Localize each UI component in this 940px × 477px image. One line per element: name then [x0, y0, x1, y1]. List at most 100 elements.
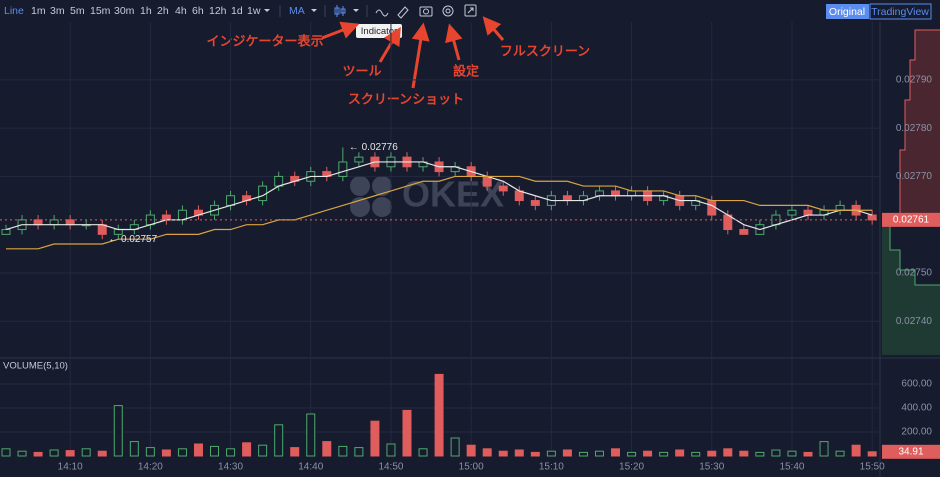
volume-bar: [530, 451, 540, 457]
volume-bar: [611, 448, 621, 457]
volume-bar: [49, 449, 59, 457]
volume-bar: [418, 448, 428, 457]
volume-bar: [482, 448, 492, 457]
annotation: 設定: [453, 63, 479, 78]
dropdown-arrow[interactable]: [353, 9, 359, 12]
view-original[interactable]: [826, 4, 869, 19]
ma-line: [6, 175, 873, 250]
volume-bar: [835, 450, 845, 457]
candle-body: [739, 229, 749, 235]
interval-button[interactable]: 1d: [231, 5, 243, 17]
volume-bar: [498, 450, 508, 457]
candle-body: [161, 214, 171, 221]
candle-body: [867, 214, 877, 221]
dropdown-arrow[interactable]: [311, 9, 317, 12]
volume-bar: [226, 448, 236, 457]
candle-body: [498, 185, 508, 192]
y-tick-label: 0.02750: [896, 268, 933, 279]
volume-bar: [450, 437, 460, 457]
interval-button[interactable]: 1h: [140, 5, 152, 17]
volume-bar: [755, 451, 765, 457]
candle-body: [338, 161, 348, 177]
candle-body: [258, 185, 268, 202]
arrow: [445, 23, 463, 61]
volume-bar: [145, 447, 155, 457]
tool-icon[interactable]: [397, 6, 409, 19]
volume-bar: [81, 448, 91, 457]
arrow: [411, 22, 430, 89]
candle-body: [707, 200, 717, 216]
last-price-label: 0.02761: [893, 215, 930, 226]
volume-bar: [17, 450, 27, 457]
interval-button[interactable]: 1w: [247, 5, 261, 17]
candle-body: [530, 200, 540, 206]
interval-button[interactable]: 15m: [90, 5, 111, 17]
volume-bar: [723, 448, 733, 457]
x-tick-label: 14:40: [298, 462, 323, 473]
interval-button[interactable]: Line: [4, 5, 24, 17]
screenshot-icon[interactable]: [419, 6, 433, 17]
dropdown-arrow[interactable]: [264, 9, 270, 12]
indicator-icon[interactable]: [375, 9, 389, 17]
volume-bar: [867, 451, 877, 457]
volume-bar: [65, 450, 75, 457]
bid-depth: [882, 226, 940, 355]
volume-bar: [210, 445, 220, 457]
arrow: [321, 21, 360, 40]
volume-bar: [787, 450, 797, 457]
x-tick-label: 14:30: [218, 462, 243, 473]
interval-button[interactable]: 3m: [50, 5, 65, 17]
view-label[interactable]: Original: [829, 6, 865, 18]
x-tick-label: 14:10: [58, 462, 83, 473]
interval-button[interactable]: 4h: [175, 5, 187, 17]
interval-button[interactable]: 1m: [31, 5, 46, 17]
volume-bar: [803, 451, 813, 457]
volume-bar: [578, 451, 588, 457]
volume-title: VOLUME(5,10): [3, 361, 68, 372]
ask-depth-line: [882, 29, 940, 223]
volume-bar: [386, 443, 396, 457]
volume-bar: [691, 451, 701, 457]
candle-body: [65, 219, 75, 226]
fullscreen-icon[interactable]: [464, 4, 477, 17]
volume-bar: [242, 442, 252, 457]
y-tick-label: 0.02780: [896, 123, 933, 134]
volume-bar: [338, 445, 348, 457]
volume-bar: [97, 450, 107, 457]
interval-button[interactable]: 12h: [209, 5, 227, 17]
interval-button[interactable]: 5m: [70, 5, 85, 17]
candle-type-icon[interactable]: [334, 5, 346, 17]
logo-dot: [372, 176, 392, 196]
x-tick-label: 14:50: [378, 462, 403, 473]
interval-button[interactable]: 2h: [157, 5, 169, 17]
annotation-arrows: [321, 16, 505, 89]
volume-bar: [851, 444, 861, 457]
view-label[interactable]: TradingView: [871, 6, 929, 18]
volume-bar: [258, 444, 268, 457]
volume-bar: [33, 451, 43, 457]
logo-dot: [350, 176, 370, 196]
volume-bar: [177, 448, 187, 457]
last-volume-box: [882, 444, 940, 459]
x-tick-label: 14:20: [138, 462, 163, 473]
settings-icon[interactable]: [442, 5, 454, 17]
volume-bar: [707, 450, 717, 457]
arrow: [378, 26, 401, 63]
volume-bar: [354, 447, 364, 457]
low-label: ← 0.02757: [108, 234, 157, 245]
candle-body: [803, 209, 813, 216]
candle-body: [594, 190, 604, 197]
x-tick-label: 15:40: [779, 462, 804, 473]
candle-body: [354, 156, 364, 163]
view-tradingview[interactable]: [869, 3, 932, 20]
volume-bar: [370, 420, 380, 457]
candle-body: [1, 229, 11, 235]
x-tick-label: 15:30: [699, 462, 724, 473]
y-tick-label: 0.02740: [896, 316, 933, 327]
indicator-button[interactable]: MA: [289, 5, 305, 17]
y-tick-label: 0.02770: [896, 171, 933, 182]
interval-button[interactable]: 30m: [114, 5, 135, 17]
interval-button[interactable]: 6h: [192, 5, 204, 17]
x-tick-label: 15:10: [539, 462, 564, 473]
